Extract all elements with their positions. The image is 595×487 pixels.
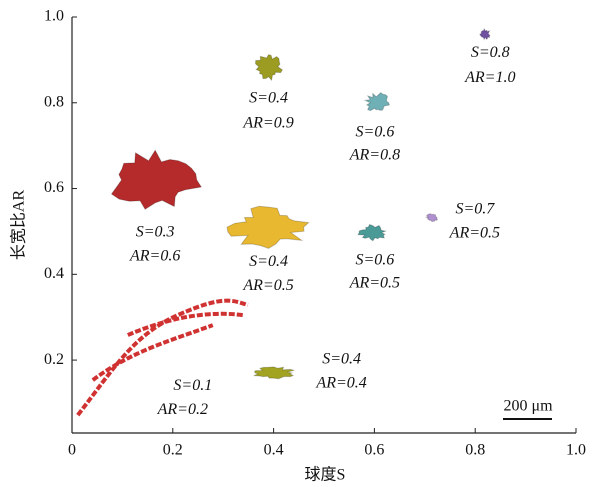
x-tick-label: 0 [68, 442, 76, 459]
particle [227, 206, 309, 248]
page: {"chart_data": {"type": "scatter", "xlab… [0, 0, 595, 487]
particle-label: AR=0.9 [242, 114, 293, 131]
particle [426, 214, 437, 222]
particle-label: AR=1.0 [464, 69, 515, 86]
particle [112, 150, 202, 209]
particle-label: S=0.6 [356, 123, 395, 140]
particle-label: S=0.4 [249, 253, 288, 270]
particle [78, 301, 248, 415]
y-tick-label: 0.2 [44, 351, 64, 368]
particle-label: AR=0.2 [157, 401, 208, 418]
y-axis-label: 长宽比AR [10, 190, 28, 261]
y-tick-label: 0.4 [44, 265, 64, 282]
y-tick-label: 0.8 [44, 93, 64, 110]
y-tick-label: 1.0 [44, 8, 64, 25]
chart: 球度S 长宽比AR 200 μm 0 0.2 0.4 0.6 0.8 1.0 0.2 0.4 0… [0, 0, 595, 487]
particle-label: S=0.6 [355, 251, 394, 268]
y-tick-label: 0.6 [44, 179, 64, 196]
particle [365, 93, 389, 111]
particle-label: S=0.4 [322, 351, 361, 368]
scale-bar-label: 200 μm [503, 398, 553, 415]
x-tick-label: 0.2 [163, 442, 183, 459]
particle-label: S=0.1 [173, 377, 212, 394]
x-tick-label: 0.4 [264, 442, 284, 459]
particle-label: AR=0.5 [449, 224, 500, 241]
particle-label: AR=0.4 [315, 375, 366, 392]
x-axis-label: 球度S [305, 466, 346, 484]
particle [480, 29, 490, 40]
particle-label: S=0.7 [455, 200, 495, 217]
particle [358, 225, 386, 241]
particle-label: AR=0.5 [349, 274, 400, 291]
particle-label: AR=0.8 [349, 146, 400, 163]
x-tick-label: 1.0 [566, 442, 586, 459]
x-tick-label: 0.8 [465, 442, 485, 459]
particle [256, 55, 283, 81]
x-tick-label: 0.6 [364, 442, 384, 459]
particle-label: S=0.8 [471, 44, 510, 61]
particle-label: S=0.3 [136, 224, 175, 241]
particle-label: AR=0.5 [242, 277, 293, 294]
particle [254, 367, 295, 379]
particle-label: S=0.4 [249, 89, 288, 106]
particle-label: AR=0.6 [129, 248, 180, 265]
